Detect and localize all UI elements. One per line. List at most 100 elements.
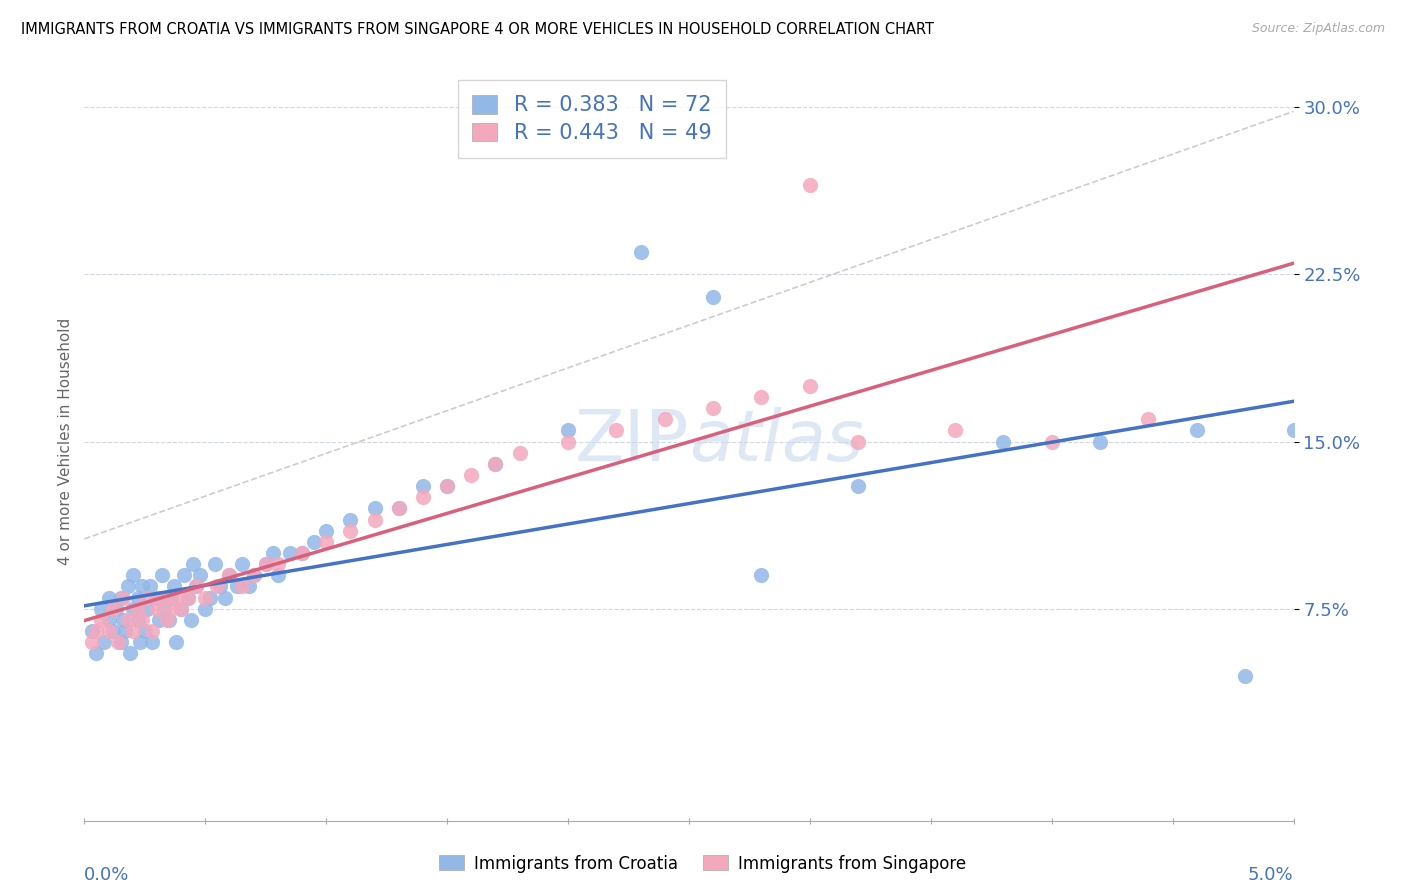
Point (129, 635, 152, 649)
Point (702, 401, 724, 416)
Point (846, 479, 869, 493)
Point (97, 613, 120, 627)
Point (242, 568, 264, 582)
Point (267, 568, 290, 582)
Point (93, 635, 115, 649)
Y-axis label: 4 or more Vehicles in Household: 4 or more Vehicles in Household (58, 318, 73, 566)
Point (225, 580, 247, 594)
Point (198, 591, 221, 605)
Point (153, 602, 176, 616)
Point (231, 580, 253, 594)
Point (177, 591, 200, 605)
Point (127, 613, 149, 627)
Point (150, 568, 173, 582)
Point (267, 557, 290, 572)
Point (388, 501, 411, 516)
Point (160, 591, 183, 605)
Point (103, 602, 125, 616)
Point (1185, 424, 1208, 438)
Point (993, 434, 1015, 449)
Point (121, 568, 143, 582)
Point (254, 557, 277, 572)
Point (131, 580, 153, 594)
Point (484, 457, 506, 471)
Point (136, 602, 159, 616)
Point (751, 390, 773, 404)
Point (799, 178, 821, 192)
Point (170, 602, 193, 616)
Point (127, 591, 149, 605)
Point (86, 624, 108, 639)
Point (148, 613, 170, 627)
Point (412, 491, 434, 505)
Point (388, 501, 411, 516)
Point (654, 412, 676, 426)
Point (127, 602, 149, 616)
Point (1282, 424, 1305, 438)
Legend: R = 0.383   N = 72, R = 0.443   N = 49: R = 0.383 N = 72, R = 0.443 N = 49 (458, 80, 727, 158)
Point (339, 512, 361, 526)
Point (112, 591, 135, 605)
Point (262, 546, 284, 560)
Point (112, 613, 135, 627)
Point (150, 591, 173, 605)
Point (184, 580, 207, 594)
Point (799, 378, 821, 392)
Text: Source: ZipAtlas.com: Source: ZipAtlas.com (1251, 22, 1385, 36)
Point (412, 479, 434, 493)
Point (134, 624, 156, 639)
Point (103, 624, 125, 639)
Point (110, 591, 132, 605)
Point (120, 646, 142, 660)
Point (846, 434, 869, 449)
Point (484, 457, 506, 471)
Point (1137, 412, 1160, 426)
Point (107, 635, 129, 649)
Point (1088, 434, 1111, 449)
Point (291, 546, 314, 560)
Point (86, 646, 108, 660)
Point (117, 613, 139, 627)
Point (190, 568, 212, 582)
Point (80, 635, 103, 649)
Point (315, 535, 337, 549)
Point (302, 535, 325, 549)
Point (204, 557, 226, 572)
Point (194, 591, 217, 605)
Point (97, 591, 120, 605)
Point (278, 546, 301, 560)
Point (160, 602, 183, 616)
Point (242, 568, 264, 582)
Point (214, 591, 236, 605)
Point (184, 580, 207, 594)
Point (702, 289, 724, 303)
Point (339, 524, 361, 538)
Point (141, 624, 163, 639)
Point (207, 580, 229, 594)
Point (121, 624, 143, 639)
Point (315, 524, 337, 538)
Point (104, 602, 127, 616)
Point (943, 424, 966, 438)
Point (80, 624, 103, 639)
Point (194, 602, 217, 616)
Point (291, 546, 314, 560)
Legend: Immigrants from Croatia, Immigrants from Singapore: Immigrants from Croatia, Immigrants from… (433, 848, 973, 880)
Point (114, 624, 136, 639)
Point (90, 613, 112, 627)
Point (131, 613, 153, 627)
Point (605, 424, 627, 438)
Point (177, 591, 200, 605)
Text: IMMIGRANTS FROM CROATIA VS IMMIGRANTS FROM SINGAPORE 4 OR MORE VEHICLES IN HOUSE: IMMIGRANTS FROM CROATIA VS IMMIGRANTS FR… (21, 22, 934, 37)
Point (173, 568, 195, 582)
Text: 5.0%: 5.0% (1249, 866, 1294, 884)
Point (363, 501, 385, 516)
Point (1040, 434, 1063, 449)
Point (557, 434, 579, 449)
Point (170, 602, 193, 616)
Text: ZIP: ZIP (575, 407, 689, 476)
Point (751, 568, 773, 582)
Point (110, 635, 132, 649)
Point (436, 479, 458, 493)
Point (460, 467, 482, 482)
